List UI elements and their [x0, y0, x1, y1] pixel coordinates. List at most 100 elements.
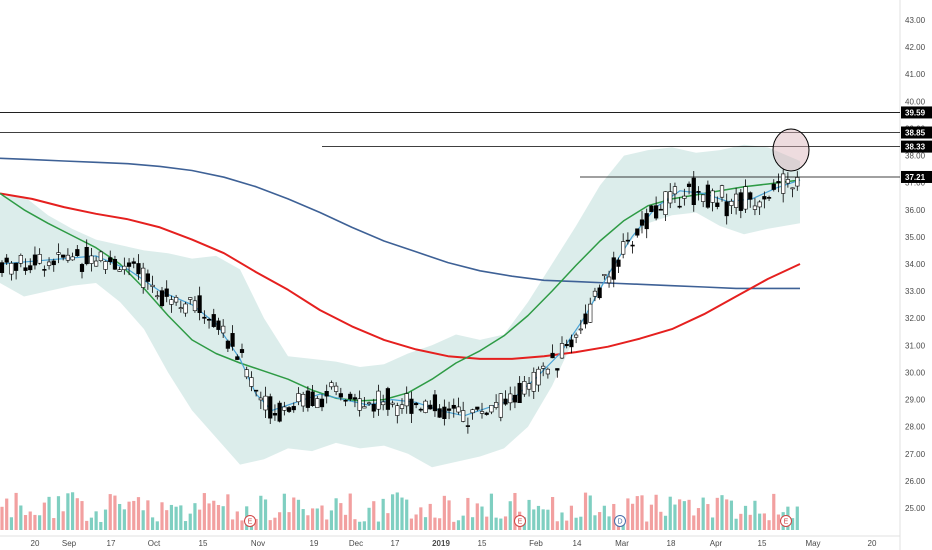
candle-body[interactable]	[301, 393, 306, 407]
candle-body[interactable]	[230, 333, 235, 347]
candle-body[interactable]	[235, 356, 240, 360]
candle-body[interactable]	[597, 287, 602, 299]
candle-body[interactable]	[94, 260, 99, 267]
candle-body[interactable]	[192, 300, 198, 312]
candle-body[interactable]	[183, 303, 188, 314]
candle-body[interactable]	[475, 406, 480, 410]
candle-body[interactable]	[569, 339, 574, 348]
candle-body[interactable]	[65, 254, 70, 261]
candle-body[interactable]	[428, 404, 433, 410]
candle-body[interactable]	[108, 257, 113, 263]
candle-body[interactable]	[790, 187, 795, 190]
candle-body[interactable]	[644, 213, 649, 230]
candle-body[interactable]	[131, 261, 136, 264]
candle-body[interactable]	[494, 402, 499, 408]
candle-body[interactable]	[46, 261, 52, 266]
candle-body[interactable]	[776, 181, 781, 184]
candle-body[interactable]	[696, 191, 701, 193]
candle-body[interactable]	[258, 397, 263, 401]
candle-body[interactable]	[489, 405, 494, 413]
candle-body[interactable]	[376, 390, 381, 410]
candle-body[interactable]	[442, 406, 447, 419]
candle-body[interactable]	[286, 407, 292, 412]
candle-body[interactable]	[216, 320, 221, 330]
candle-body[interactable]	[150, 284, 155, 287]
candle-body[interactable]	[296, 393, 301, 403]
candle-body[interactable]	[729, 200, 734, 206]
candle-body[interactable]	[159, 290, 165, 307]
candle-body[interactable]	[734, 193, 739, 208]
candle-body[interactable]	[715, 202, 720, 207]
candle-body[interactable]	[164, 288, 169, 297]
candle-body[interactable]	[677, 205, 682, 208]
candle-body[interactable]	[315, 398, 320, 409]
earnings-marker[interactable]: E	[514, 515, 526, 527]
candle-body[interactable]	[719, 185, 725, 198]
candle-body[interactable]	[305, 390, 310, 408]
candle-body[interactable]	[0, 262, 5, 273]
candle-body[interactable]	[399, 404, 405, 409]
candle-body[interactable]	[743, 186, 748, 210]
candle-body[interactable]	[244, 369, 249, 378]
candle-body[interactable]	[470, 409, 475, 414]
candle-body[interactable]	[51, 260, 56, 266]
candle-body[interactable]	[84, 246, 89, 265]
candle-body[interactable]	[28, 265, 33, 271]
candle-body[interactable]	[56, 252, 61, 255]
dividend-marker[interactable]: D	[614, 515, 626, 527]
candle-body[interactable]	[18, 255, 23, 264]
candle-body[interactable]	[663, 191, 668, 215]
candle-body[interactable]	[691, 177, 696, 206]
candle-body[interactable]	[588, 303, 593, 323]
candle-body[interactable]	[630, 244, 635, 247]
candle-body[interactable]	[522, 381, 527, 395]
candle-body[interactable]	[625, 239, 630, 242]
candle-body[interactable]	[541, 365, 546, 369]
candle-body[interactable]	[423, 400, 428, 413]
candle-body[interactable]	[89, 255, 94, 264]
candle-body[interactable]	[465, 425, 470, 427]
candle-body[interactable]	[437, 408, 442, 418]
candle-body[interactable]	[155, 295, 160, 298]
candle-body[interactable]	[456, 406, 461, 413]
candle-body[interactable]	[254, 389, 259, 392]
candle-body[interactable]	[23, 267, 28, 271]
candle-body[interactable]	[672, 186, 678, 195]
earnings-marker[interactable]: E	[244, 515, 256, 527]
candle-body[interactable]	[338, 393, 343, 398]
candle-body[interactable]	[390, 402, 395, 405]
candle-body[interactable]	[795, 177, 800, 187]
candle-body[interactable]	[32, 254, 38, 266]
candle-body[interactable]	[145, 273, 150, 282]
candle-body[interactable]	[211, 314, 216, 327]
candle-body[interactable]	[98, 251, 103, 261]
candle-body[interactable]	[221, 325, 226, 334]
candle-body[interactable]	[334, 385, 339, 392]
candle-body[interactable]	[649, 205, 654, 213]
candle-body[interactable]	[268, 396, 273, 419]
candle-body[interactable]	[555, 368, 560, 371]
price-axis[interactable]: 25.00 26.00 27.00 28.00 29.00 30.00 31.00 32.00…	[905, 16, 926, 513]
candle-body[interactable]	[512, 394, 518, 403]
candle-body[interactable]	[282, 406, 287, 411]
candle-body[interactable]	[766, 197, 772, 199]
candle-body[interactable]	[559, 343, 565, 359]
candle-body[interactable]	[14, 262, 19, 271]
candle-body[interactable]	[126, 262, 132, 267]
candle-body[interactable]	[724, 201, 729, 217]
candle-body[interactable]	[757, 201, 762, 208]
candle-body[interactable]	[785, 179, 790, 184]
candle-body[interactable]	[169, 299, 174, 305]
candle-body[interactable]	[451, 404, 456, 409]
candle-body[interactable]	[112, 259, 118, 270]
candle-body[interactable]	[682, 195, 687, 199]
candle-body[interactable]	[206, 319, 212, 321]
candle-body[interactable]	[686, 183, 692, 187]
candle-body[interactable]	[197, 295, 202, 313]
candle-body[interactable]	[705, 184, 710, 208]
candle-body[interactable]	[75, 249, 80, 257]
candle-body[interactable]	[578, 328, 583, 331]
candle-body[interactable]	[550, 352, 555, 359]
candle-body[interactable]	[117, 269, 122, 272]
candle-body[interactable]	[668, 191, 673, 204]
